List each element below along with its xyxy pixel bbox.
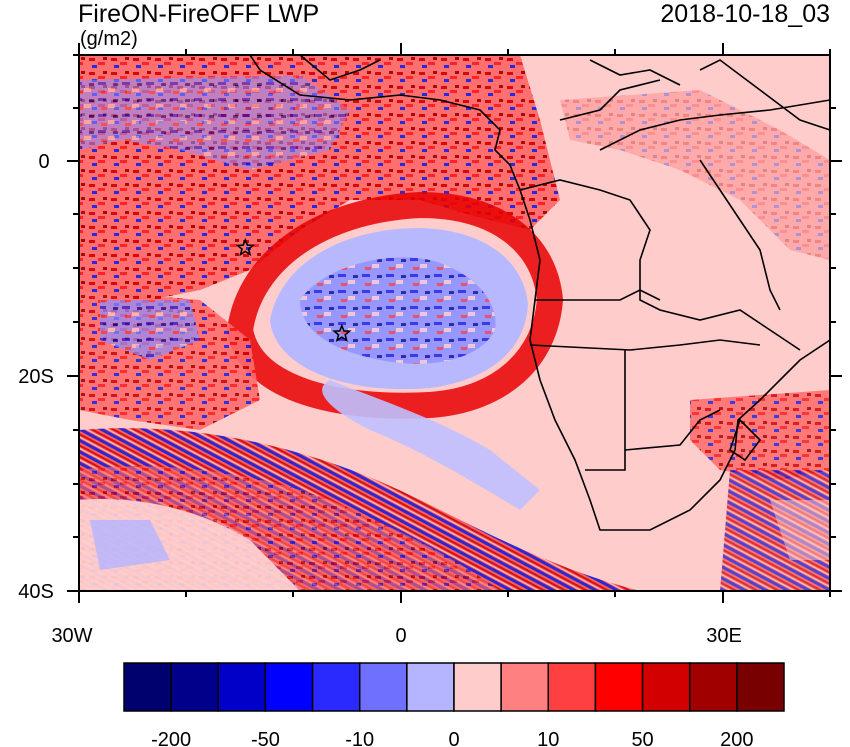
colorbar <box>123 662 785 712</box>
lat-tick-label: 40S <box>18 581 54 603</box>
colorbar-label: 10 <box>537 729 559 747</box>
star-marker <box>235 237 255 257</box>
colorbar-swatch <box>688 662 738 712</box>
lwp-field <box>79 55 830 591</box>
colorbar-label: 200 <box>720 729 753 747</box>
colorbar-label: -50 <box>251 729 280 747</box>
star-marker <box>332 323 352 342</box>
colorbar-swatch <box>594 662 644 712</box>
colorbar-swatch <box>453 662 502 712</box>
timestamp-label: 2018-10-18_03 <box>660 0 830 28</box>
units-label: (g/m2) <box>80 28 138 50</box>
lat-tick-label: 0 <box>38 151 49 173</box>
colorbar-labels: -200 -50 -10 0 10 50 200 <box>151 729 753 747</box>
colorbar-swatch <box>311 662 361 712</box>
colorbar-swatch <box>641 662 691 712</box>
colorbar-label: 50 <box>631 729 653 747</box>
colorbar-swatch <box>123 662 172 712</box>
colorbar-label: -200 <box>151 729 191 747</box>
colorbar-swatch <box>547 662 597 712</box>
colorbar-swatch <box>736 662 785 712</box>
colorbar-swatch <box>170 662 220 712</box>
lat-tick-label: 20S <box>18 366 54 388</box>
colorbar-swatch <box>358 662 408 712</box>
tick-marks <box>67 43 842 603</box>
coastlines <box>249 55 830 531</box>
colorbar-label: 0 <box>448 729 459 747</box>
map-title: FireON-FireOFF LWP <box>78 0 320 28</box>
lon-tick-label: 30E <box>706 625 742 647</box>
lon-tick-label: 30W <box>51 625 92 647</box>
colorbar-swatch <box>264 662 314 712</box>
colorbar-swatch <box>500 662 550 712</box>
lon-tick-label: 0 <box>395 625 406 647</box>
colorbar-swatch <box>217 662 267 712</box>
markers-group <box>235 237 352 342</box>
colorbar-label: -10 <box>345 729 374 747</box>
colorbar-swatch <box>406 662 455 712</box>
